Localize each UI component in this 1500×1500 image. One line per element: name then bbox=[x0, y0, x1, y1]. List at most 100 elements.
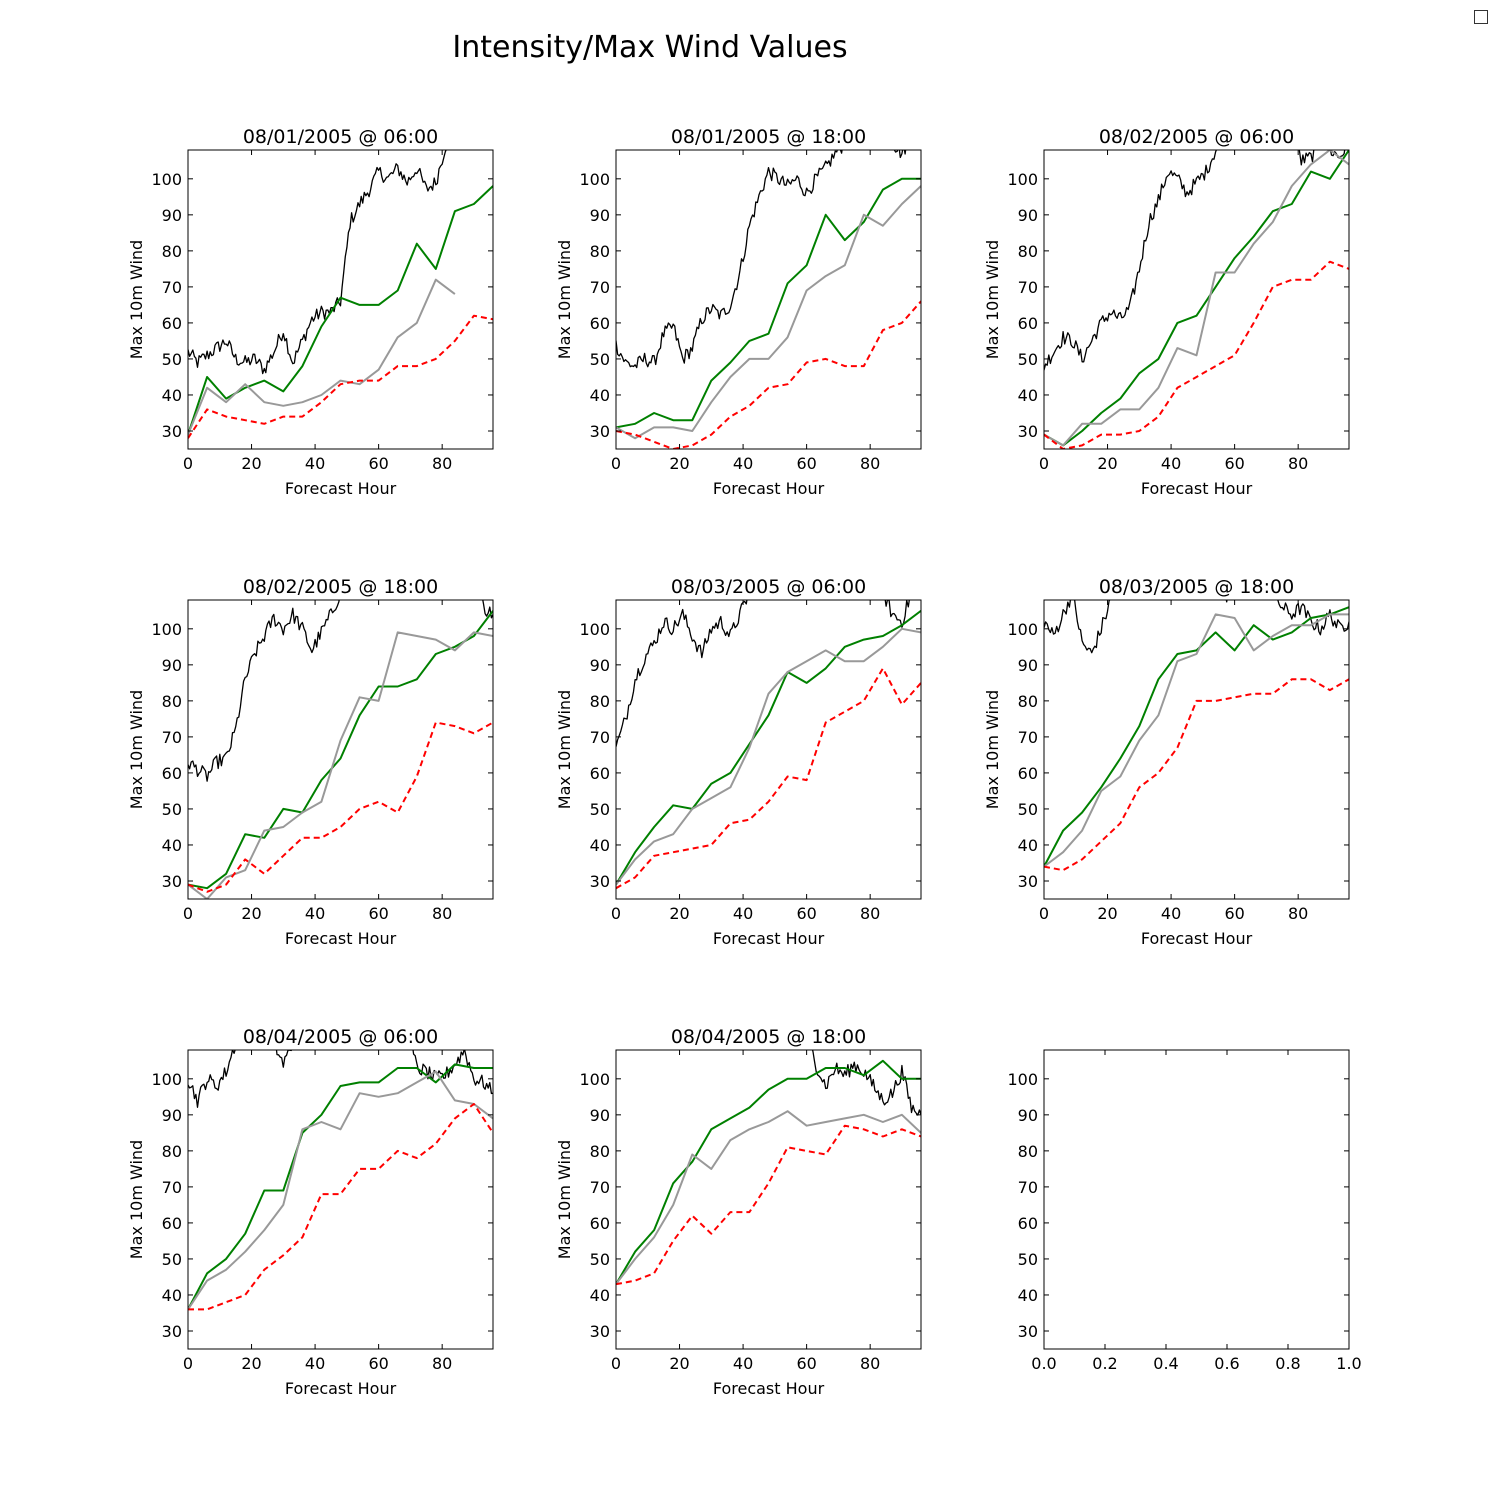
y-tick-label: 100 bbox=[1007, 170, 1038, 189]
y-tick-label: 30 bbox=[1018, 872, 1038, 891]
y-tick-label: 50 bbox=[590, 800, 610, 819]
y-tick-label: 30 bbox=[590, 1322, 610, 1341]
x-axis-label: Forecast Hour bbox=[285, 929, 397, 948]
x-tick-label: 60 bbox=[796, 1354, 816, 1373]
y-tick-label: 90 bbox=[162, 206, 182, 225]
y-tick-label: 70 bbox=[1018, 728, 1038, 747]
series-line bbox=[1044, 150, 1346, 371]
x-tick-label: 0.0 bbox=[1031, 1354, 1056, 1373]
y-tick-label: 70 bbox=[162, 278, 182, 297]
x-tick-label: 60 bbox=[1224, 904, 1244, 923]
y-tick-label: 60 bbox=[1018, 764, 1038, 783]
y-tick-label: 70 bbox=[162, 1178, 182, 1197]
series-group bbox=[616, 1050, 921, 1286]
subplot: 30 40 50 60 70 80 90 100 0 20 40 60 80 08/02/2005 @ 0… bbox=[983, 126, 1350, 498]
series-line bbox=[188, 1070, 493, 1310]
series-line bbox=[1044, 150, 1349, 447]
y-tick-label: 50 bbox=[1018, 1250, 1038, 1269]
x-tick-label: 0 bbox=[611, 904, 621, 923]
x-tick-label: 20 bbox=[669, 454, 689, 473]
x-tick-label: 20 bbox=[241, 1354, 261, 1373]
x-tick-label: 20 bbox=[669, 1354, 689, 1373]
y-tick-label: 40 bbox=[1018, 1286, 1038, 1305]
y-tick-label: 80 bbox=[1018, 242, 1038, 261]
y-tick-label: 50 bbox=[162, 1250, 182, 1269]
y-tick-label: 40 bbox=[590, 836, 610, 855]
y-tick-label: 100 bbox=[579, 620, 610, 639]
series-line bbox=[188, 314, 493, 439]
x-tick-label: 80 bbox=[432, 904, 452, 923]
y-tick-label: 70 bbox=[590, 1178, 610, 1197]
y-tick-label: 40 bbox=[162, 1286, 182, 1305]
y-tick-label: 30 bbox=[162, 872, 182, 891]
series-group bbox=[616, 150, 921, 449]
y-tick-label: 80 bbox=[162, 692, 182, 711]
y-tick-label: 30 bbox=[590, 872, 610, 891]
y-tick-label: 60 bbox=[1018, 1214, 1038, 1233]
y-tick-label: 70 bbox=[590, 728, 610, 747]
x-tick-label: 60 bbox=[368, 1354, 388, 1373]
series-line bbox=[616, 600, 921, 747]
y-tick-label: 90 bbox=[590, 206, 610, 225]
checkbox-icon[interactable] bbox=[1474, 10, 1488, 24]
y-tick-label: 30 bbox=[162, 1322, 182, 1341]
series-line bbox=[616, 627, 921, 886]
series-group bbox=[1044, 150, 1349, 449]
y-tick-label: 60 bbox=[590, 314, 610, 333]
y-tick-label: 100 bbox=[151, 620, 182, 639]
y-tick-label: 60 bbox=[162, 764, 182, 783]
y-axis-label: Max 10m Wind bbox=[983, 240, 1002, 359]
x-tick-label: 80 bbox=[860, 454, 880, 473]
subplot-title: 08/04/2005 @ 18:00 bbox=[671, 1026, 866, 1048]
x-tick-label: 80 bbox=[432, 1354, 452, 1373]
x-tick-label: 40 bbox=[305, 454, 325, 473]
y-axis-label: Max 10m Wind bbox=[983, 690, 1002, 809]
y-tick-label: 80 bbox=[1018, 1142, 1038, 1161]
series-line bbox=[1044, 678, 1349, 872]
subplot: 30 40 50 60 70 80 90 100 0 20 40 60 80 08/04/2005 @ 0… bbox=[127, 1026, 494, 1398]
subplot-title: 08/01/2005 @ 06:00 bbox=[243, 126, 438, 148]
y-axis-label: Max 10m Wind bbox=[127, 240, 146, 359]
y-tick-label: 80 bbox=[590, 242, 610, 261]
subplot: 30 40 50 60 70 80 90 100 0 20 40 60 80 08/03/2005 @ 1… bbox=[983, 576, 1350, 948]
axes-frame bbox=[615, 149, 922, 450]
y-tick-label: 100 bbox=[579, 170, 610, 189]
series-line bbox=[616, 1059, 921, 1285]
x-tick-label: 60 bbox=[1224, 454, 1244, 473]
y-tick-label: 40 bbox=[1018, 836, 1038, 855]
x-axis-label: Forecast Hour bbox=[285, 1379, 397, 1398]
axes-frame bbox=[615, 1049, 922, 1350]
x-tick-label: 0 bbox=[611, 454, 621, 473]
series-line bbox=[616, 300, 921, 449]
x-tick-label: 0 bbox=[611, 1354, 621, 1373]
x-tick-label: 0.2 bbox=[1092, 1354, 1117, 1373]
y-tick-label: 100 bbox=[1007, 1070, 1038, 1089]
y-axis-label: Max 10m Wind bbox=[555, 240, 574, 359]
y-tick-label: 100 bbox=[579, 1070, 610, 1089]
y-tick-label: 90 bbox=[1018, 1106, 1038, 1125]
x-tick-label: 80 bbox=[1288, 904, 1308, 923]
axes-frame bbox=[1043, 599, 1350, 900]
y-tick-label: 50 bbox=[1018, 350, 1038, 369]
series-line bbox=[188, 721, 493, 893]
series-line bbox=[1044, 606, 1349, 868]
y-tick-label: 50 bbox=[590, 1250, 610, 1269]
y-tick-label: 70 bbox=[162, 728, 182, 747]
x-tick-label: 20 bbox=[1097, 904, 1117, 923]
y-tick-label: 70 bbox=[1018, 1178, 1038, 1197]
x-tick-label: 0 bbox=[1039, 454, 1049, 473]
axes-frame bbox=[615, 599, 922, 900]
series-line bbox=[1044, 600, 1349, 654]
x-tick-label: 60 bbox=[796, 454, 816, 473]
x-tick-label: 1.0 bbox=[1336, 1354, 1361, 1373]
x-tick-label: 40 bbox=[733, 454, 753, 473]
page-title: Intensity/Max Wind Values bbox=[452, 30, 848, 65]
y-tick-label: 40 bbox=[590, 1286, 610, 1305]
x-tick-label: 40 bbox=[1161, 454, 1181, 473]
y-tick-label: 60 bbox=[162, 314, 182, 333]
subplot: 30 40 50 60 70 80 90 100 0 20 40 60 80 08/04/2005 @ 1… bbox=[555, 1026, 922, 1398]
x-tick-label: 40 bbox=[733, 904, 753, 923]
y-tick-label: 40 bbox=[162, 836, 182, 855]
series-line bbox=[1044, 150, 1349, 447]
